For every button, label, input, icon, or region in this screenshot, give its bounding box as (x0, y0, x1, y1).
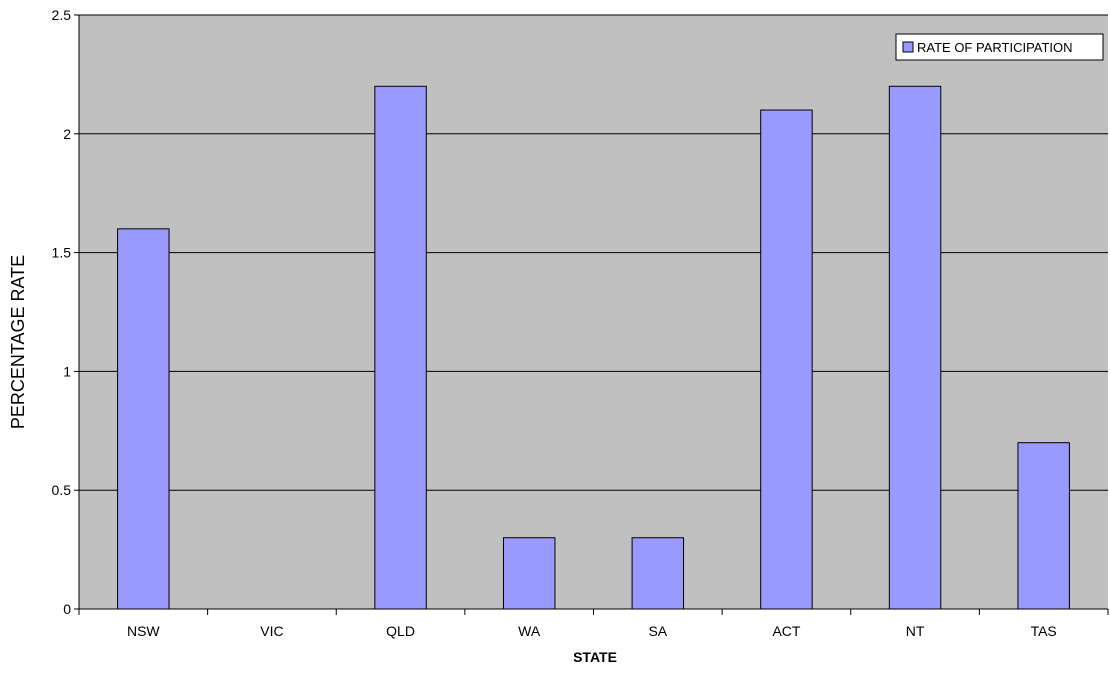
y-tick-label: 0 (63, 601, 71, 617)
x-tick-label: QLD (386, 623, 415, 639)
y-tick-label: 1 (63, 363, 71, 379)
bar-nsw (117, 228, 170, 610)
y-tick-label: 2 (63, 126, 71, 142)
legend-swatch (902, 41, 914, 53)
legend: RATE OF PARTICIPATION (895, 33, 1104, 61)
y-tick-labels: 0 0.5 1 1.5 2 2.5 (52, 7, 72, 617)
x-tick-label: NT (906, 623, 925, 639)
x-tick-label: ACT (772, 623, 800, 639)
y-tick-label: 0.5 (52, 482, 72, 498)
y-axis-title: PERCENTAGE RATE (8, 255, 28, 429)
bar-wa (502, 537, 556, 610)
axes (74, 14, 1109, 615)
y-tick-label: 2.5 (52, 7, 72, 23)
x-tick-label: WA (518, 623, 541, 639)
legend-label: RATE OF PARTICIPATION (917, 40, 1073, 55)
x-tick-label: NSW (127, 623, 160, 639)
x-tick-label: VIC (260, 623, 283, 639)
x-tick-label: TAS (1031, 623, 1057, 639)
x-tick-labels: NSW VIC QLD WA SA ACT NT TAS (127, 623, 1057, 639)
y-tick-label: 1.5 (52, 245, 72, 261)
bar-tas (1017, 442, 1070, 610)
legend-box (895, 33, 1104, 61)
plot-area (79, 15, 1108, 609)
x-tick-label: SA (648, 623, 667, 639)
bar-nt (888, 85, 942, 610)
bar-qld (374, 85, 427, 610)
bar-act (760, 109, 813, 610)
bar-sa (631, 537, 685, 610)
x-axis-title: STATE (573, 649, 617, 665)
bars (117, 85, 1070, 610)
